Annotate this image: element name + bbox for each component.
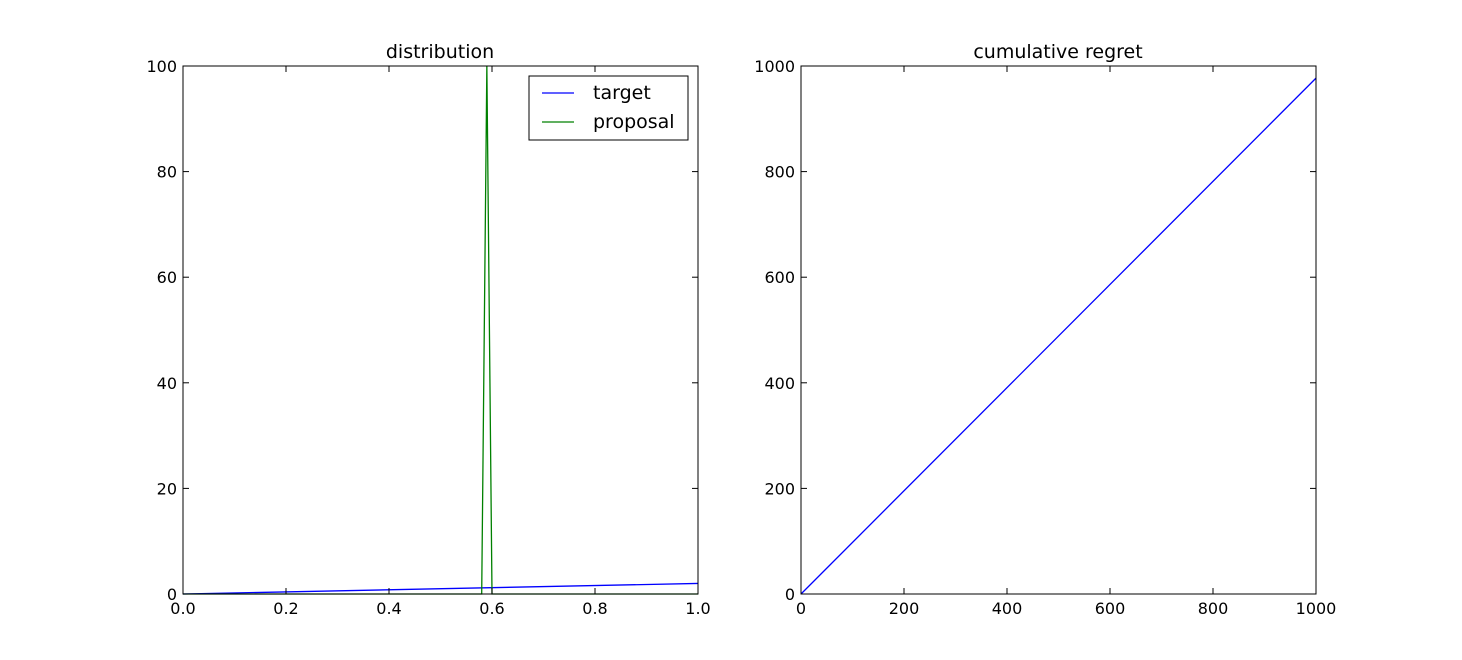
cumulative-regret-frame: [800, 65, 1317, 595]
cumulative-regret-ytick-label: 400: [764, 374, 795, 393]
distribution-ytick-label: 0: [167, 585, 177, 604]
cumulative-regret-ticks: 0 200 400 600 800 1000 0 200 400 600 800 1000: [754, 57, 1336, 618]
distribution-xtick-label: 0.6: [479, 599, 504, 618]
legend-proposal-label: proposal: [593, 111, 675, 133]
cumulative-regret-plot-area: [800, 77, 1317, 595]
cumulative-regret-series-line-0: [800, 77, 1317, 595]
distribution-xtick-label: 1.0: [685, 599, 710, 618]
cumulative-regret-xtick-label: 0: [796, 599, 806, 618]
distribution-legend: target proposal: [528, 75, 689, 141]
distribution-frame: [182, 65, 699, 595]
distribution-title: distribution: [386, 41, 494, 63]
distribution-xtick-label: 0.0: [170, 599, 195, 618]
cumulative-regret-xtick-label: 600: [1095, 599, 1126, 618]
cumulative-regret-ytick-label: 200: [764, 479, 795, 498]
distribution-ytick-label: 100: [146, 57, 177, 76]
legend-box: [528, 75, 689, 141]
cumulative-regret-ytick-label: 0: [785, 585, 795, 604]
distribution-ytick-label: 40: [157, 374, 177, 393]
legend-target-label: target: [593, 82, 651, 104]
distribution-ytick-label: 60: [157, 268, 177, 287]
distribution-series-target: [182, 582, 699, 595]
distribution-ticks: 0.0 0.2 0.4 0.6 0.8 1.0 0 20 40 60 80 100: [146, 57, 710, 618]
cumulative-regret-title: cumulative regret: [973, 41, 1142, 63]
cumulative-regret-xtick-label: 200: [889, 599, 920, 618]
distribution-ytick-label: 20: [157, 479, 177, 498]
cumulative-regret-ytick-label: 800: [764, 163, 795, 182]
distribution-series-proposal: [183, 65, 698, 595]
cumulative-regret-axes: cumulative regret 0 200 400 600 800 1000 0 200 4…: [754, 41, 1336, 618]
cumulative-regret-xtick-label: 1000: [1296, 599, 1337, 618]
cumulative-regret-xtick-label: 400: [992, 599, 1023, 618]
distribution-xtick-label: 0.2: [273, 599, 298, 618]
distribution-xtick-label: 0.8: [582, 599, 607, 618]
cumulative-regret-ytick-label: 600: [764, 268, 795, 287]
distribution-xtick-label: 0.4: [376, 599, 401, 618]
cumulative-regret-xtick-label: 800: [1198, 599, 1229, 618]
cumulative-regret-ytick-label: 1000: [754, 57, 795, 76]
distribution-axes: distribution 0.0 0.2 0.4 0.6 0.8 1.0 0 20 40 60 80…: [146, 41, 710, 618]
distribution-plot-area: [182, 65, 699, 595]
distribution-ytick-label: 80: [157, 163, 177, 182]
